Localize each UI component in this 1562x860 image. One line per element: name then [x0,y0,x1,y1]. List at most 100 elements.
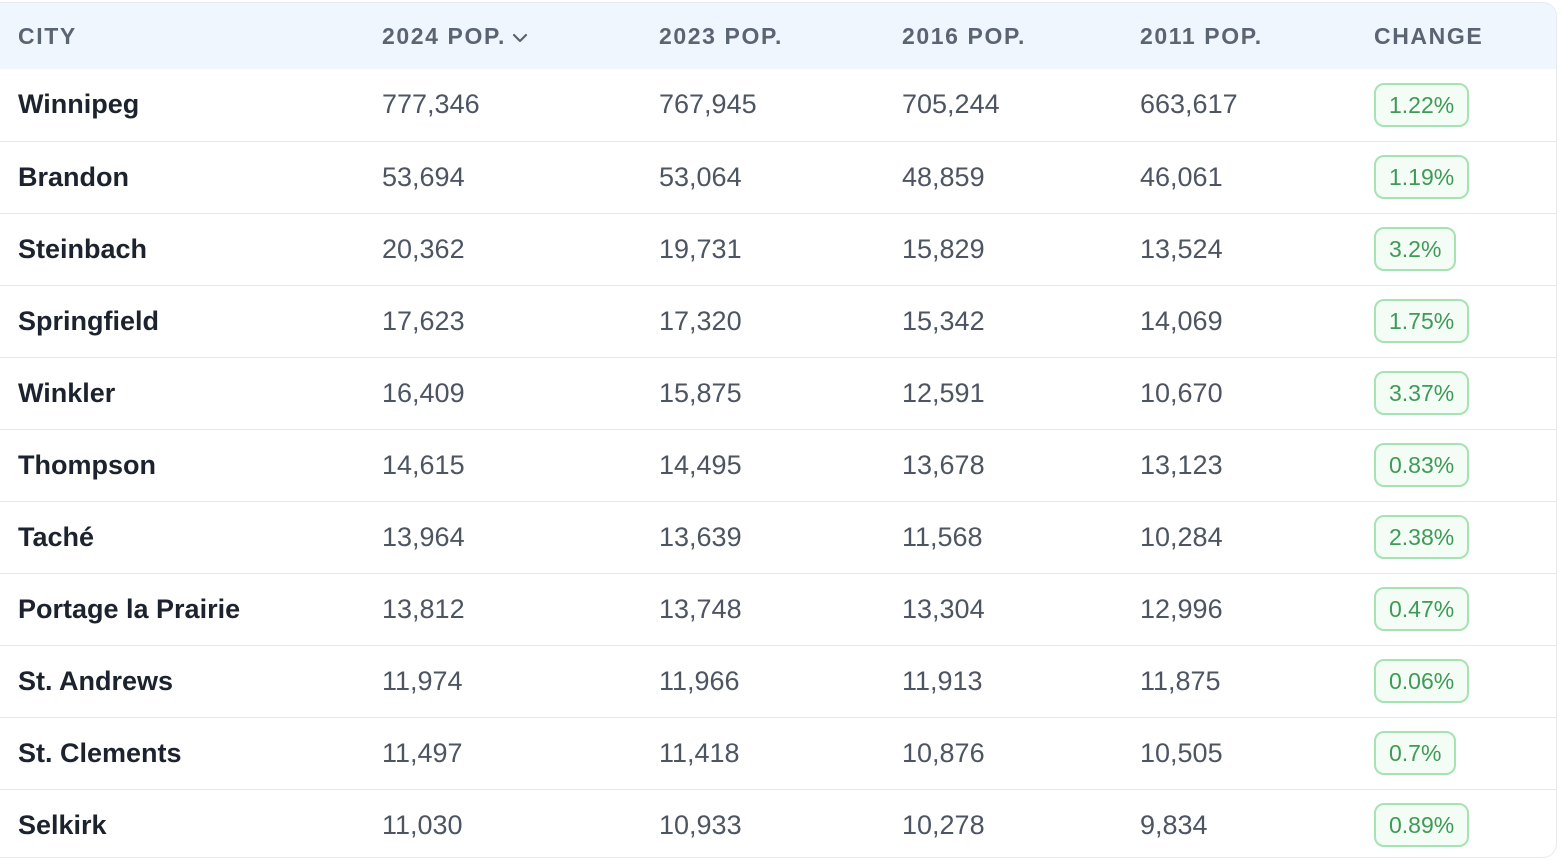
cell-2023-pop: 15,875 [659,377,742,408]
cell-2011-pop: 12,996 [1140,593,1223,624]
cell-2016-pop: 48,859 [902,161,985,192]
column-header-2016-pop[interactable]: 2016 POP. [884,3,1122,69]
table-row[interactable]: Thompson 14,615 14,495 13,678 13,123 0.83% [0,429,1556,501]
cell-2016-pop: 11,568 [902,521,983,552]
cell-city: Brandon [18,161,129,192]
column-header-2016-pop-label: 2016 POP. [902,22,1026,49]
cell-city: Steinbach [18,233,148,264]
change-badge: 0.06% [1374,659,1470,703]
table-row[interactable]: Winkler 16,409 15,875 12,591 10,670 3.37% [0,357,1556,429]
change-badge: 1.75% [1374,299,1470,343]
cell-change: 0.47% [1356,573,1556,645]
cell-2016-pop: 705,244 [902,89,1000,120]
column-header-city-label: CITY [18,22,77,49]
change-badge: 0.47% [1374,587,1470,631]
column-header-2011-pop-label: 2011 POP. [1140,22,1263,49]
cell-2024-pop: 17,623 [382,305,465,336]
cell-2016-pop: 13,678 [902,449,985,480]
change-badge: 2.38% [1374,515,1470,559]
cell-city: Selkirk [18,809,107,840]
cell-2024-pop: 777,346 [382,89,480,120]
cell-city: Winnipeg [18,89,140,120]
cell-2011-pop: 46,061 [1140,161,1223,192]
cell-2016-pop: 15,342 [902,305,985,336]
cell-change: 1.19% [1356,141,1556,213]
column-header-2023-pop[interactable]: 2023 POP. [641,3,884,69]
cell-2024-pop: 53,694 [382,161,465,192]
cell-2011-pop: 13,123 [1140,449,1223,480]
column-header-2023-pop-label: 2023 POP. [659,22,783,49]
cell-2011-pop: 14,069 [1140,305,1223,336]
table-row[interactable]: St. Andrews 11,974 11,966 11,913 11,875 0.06% [0,645,1556,717]
table-row[interactable]: Winnipeg 777,346 767,945 705,244 663,617 1.22… [0,69,1556,141]
change-badge: 1.22% [1374,82,1470,127]
cell-2016-pop: 10,278 [902,809,985,840]
column-header-change-label: CHANGE [1374,22,1484,49]
cell-2016-pop: 13,304 [902,593,985,624]
change-badge: 0.89% [1374,803,1470,848]
table-row[interactable]: St. Clements 11,497 11,418 10,876 10,505 0.7% [0,717,1556,789]
table-row[interactable]: Brandon 53,694 53,064 48,859 46,061 1.19% [0,141,1556,213]
cell-change: 3.2% [1356,213,1556,285]
cell-2016-pop: 15,829 [902,233,985,264]
cell-2011-pop: 11,875 [1140,665,1221,696]
cell-change: 2.38% [1356,501,1556,573]
column-header-change[interactable]: CHANGE [1356,3,1556,69]
cell-city: Portage la Prairie [18,593,241,624]
cell-2024-pop: 11,030 [382,809,463,840]
cell-2016-pop: 10,876 [902,737,985,768]
column-header-2024-pop-label: 2024 POP. [382,22,506,49]
cell-2023-pop: 14,495 [659,449,742,480]
cell-2011-pop: 10,505 [1140,737,1223,768]
cell-2023-pop: 17,320 [659,305,742,336]
cell-change: 0.7% [1356,717,1556,789]
cell-change: 0.83% [1356,429,1556,501]
change-badge: 0.83% [1374,443,1470,487]
cell-change: 1.75% [1356,285,1556,357]
cell-2024-pop: 11,974 [382,665,463,696]
cell-city: St. Clements [18,737,182,768]
cell-change: 1.22% [1356,69,1556,141]
column-header-city[interactable]: CITY [0,3,364,69]
table-row[interactable]: Selkirk 11,030 10,933 10,278 9,834 0.89% [0,789,1556,857]
column-header-2011-pop[interactable]: 2011 POP. [1122,3,1356,69]
change-badge: 3.2% [1374,227,1457,271]
cell-2023-pop: 11,418 [659,737,740,768]
table-row[interactable]: Steinbach 20,362 19,731 15,829 13,524 3.2% [0,213,1556,285]
cell-2024-pop: 20,362 [382,233,465,264]
cell-2024-pop: 13,964 [382,521,465,552]
population-table: CITY 2024 POP. 2023 POP. 2016 POP. 2011 … [0,3,1556,857]
table-row[interactable]: Springfield 17,623 17,320 15,342 14,069 1.75% [0,285,1556,357]
cell-city: St. Andrews [18,665,174,696]
cell-2023-pop: 13,748 [659,593,742,624]
cell-2016-pop: 11,913 [902,665,983,696]
cell-2011-pop: 10,284 [1140,521,1223,552]
cell-2023-pop: 53,064 [659,161,742,192]
cell-change: 0.89% [1356,789,1556,857]
table-header: CITY 2024 POP. 2023 POP. 2016 POP. 2011 … [0,3,1556,69]
cell-2023-pop: 13,639 [659,521,742,552]
change-badge: 1.19% [1374,155,1470,199]
cell-2024-pop: 11,497 [382,737,463,768]
cell-2023-pop: 19,731 [659,233,742,264]
table-row[interactable]: Taché 13,964 13,639 11,568 10,284 2.38% [0,501,1556,573]
cell-city: Winkler [18,377,116,408]
change-badge: 0.7% [1374,731,1457,775]
cell-city: Springfield [18,305,159,336]
cell-2023-pop: 767,945 [659,89,757,120]
cell-2016-pop: 12,591 [902,377,985,408]
cell-2024-pop: 13,812 [382,593,465,624]
cell-city: Thompson [18,449,156,480]
cell-2011-pop: 663,617 [1140,89,1238,120]
cell-2023-pop: 10,933 [659,809,742,840]
cell-2011-pop: 10,670 [1140,377,1223,408]
table-row[interactable]: Portage la Prairie 13,812 13,748 13,304 12,9… [0,573,1556,645]
cell-2011-pop: 9,834 [1140,809,1208,840]
cell-city: Taché [18,521,95,552]
cell-2024-pop: 16,409 [382,377,465,408]
cell-2024-pop: 14,615 [382,449,465,480]
cell-change: 0.06% [1356,645,1556,717]
header-row: CITY 2024 POP. 2023 POP. 2016 POP. 2011 … [0,3,1556,69]
column-header-2024-pop[interactable]: 2024 POP. [364,3,641,69]
